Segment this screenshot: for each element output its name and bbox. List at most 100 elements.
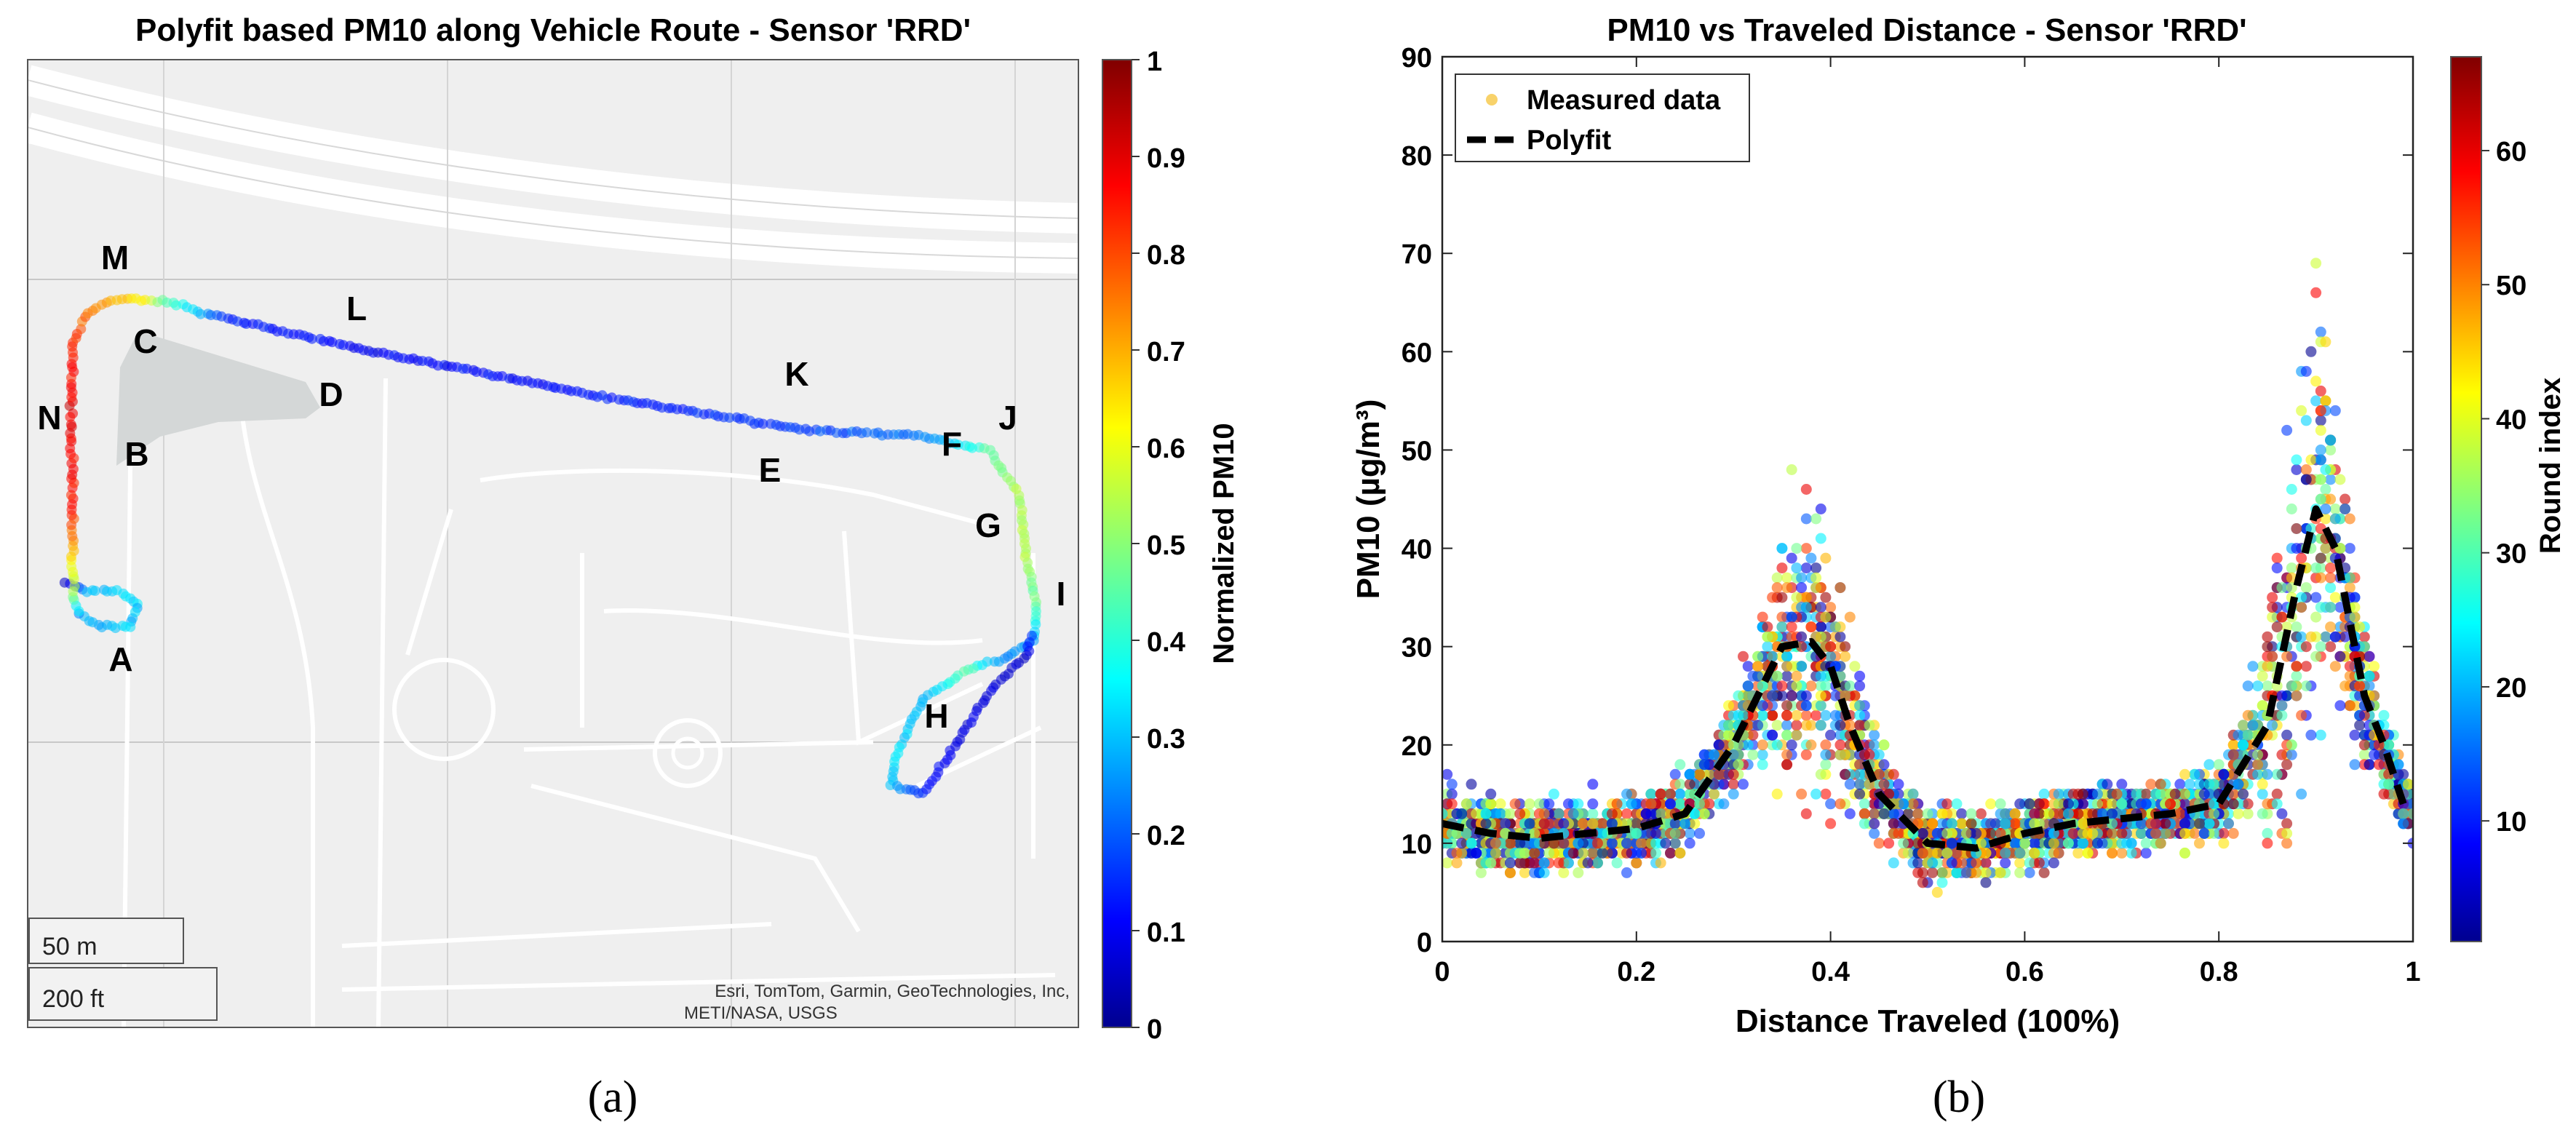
measured-point — [2296, 405, 2307, 416]
measured-point — [1975, 808, 1987, 819]
measured-point — [1674, 798, 1686, 810]
measured-point — [1791, 543, 1802, 554]
measured-point — [2262, 798, 2273, 810]
measured-point — [1514, 808, 1526, 819]
measured-point — [1791, 592, 1802, 603]
measured-point — [1829, 690, 1841, 701]
measured-point — [1674, 847, 1686, 859]
measured-point — [1820, 739, 1832, 751]
measured-point — [2354, 680, 2366, 692]
route-label-h: H — [924, 697, 948, 735]
measured-point — [1980, 857, 1992, 869]
measured-point — [2378, 709, 2390, 721]
round-colorbar-tick: 30 — [2496, 539, 2527, 570]
map-colorbar-tick: 1 — [1147, 47, 1162, 77]
measured-point — [2315, 552, 2326, 564]
measured-point — [1446, 779, 1458, 790]
measured-point — [1747, 749, 1759, 760]
measured-point — [1567, 847, 1579, 859]
route-label-g: G — [975, 506, 1001, 544]
measured-point — [1631, 857, 1642, 869]
measured-point — [2116, 847, 2128, 859]
measured-point — [2329, 592, 2341, 603]
measured-point — [2398, 818, 2409, 829]
x-tick-label: 0.6 — [2005, 957, 2044, 987]
measured-point — [1878, 759, 1890, 771]
measured-point — [1621, 837, 1632, 849]
measured-point — [2349, 729, 2361, 741]
measured-point — [1796, 661, 1808, 672]
measured-point — [1815, 504, 1826, 514]
measured-point — [1757, 749, 1768, 760]
measured-point — [2213, 759, 2225, 771]
measured-point — [1791, 709, 1802, 721]
measured-point — [1591, 857, 1603, 869]
measured-point — [1757, 611, 1768, 623]
measured-point — [2291, 661, 2302, 672]
measured-point — [1723, 700, 1734, 712]
measured-point — [1767, 729, 1778, 741]
measured-point — [1820, 788, 1832, 800]
measured-point — [1626, 798, 1637, 810]
measured-point — [1960, 827, 1972, 839]
round-colorbar: 10 20 30 40 50 60 Round index — [2450, 56, 2567, 942]
measured-point — [2286, 562, 2297, 574]
measured-point — [1800, 543, 1812, 554]
measured-point — [2398, 808, 2409, 819]
measured-point — [2179, 768, 2190, 780]
measured-point — [1529, 837, 1541, 849]
measured-point — [1674, 779, 1686, 790]
measured-point — [1587, 818, 1599, 829]
measured-point — [2024, 798, 2035, 810]
measured-point — [1640, 808, 1652, 819]
measured-point — [2325, 582, 2337, 594]
measured-point — [1742, 739, 1754, 751]
measured-point — [2329, 405, 2341, 416]
measured-point — [1927, 867, 1939, 878]
measured-point — [2296, 631, 2307, 642]
measured-point — [1538, 867, 1550, 878]
measured-point — [1859, 818, 1870, 829]
measured-point — [1485, 857, 1497, 869]
measured-point — [2369, 690, 2380, 701]
measured-point — [1956, 818, 1968, 829]
measured-point — [1844, 680, 1856, 692]
measured-point — [1873, 749, 1885, 760]
measured-point — [1815, 720, 1826, 731]
measured-point — [1995, 867, 2006, 878]
measured-point — [2344, 670, 2356, 682]
measured-point — [1728, 739, 1739, 751]
measured-point — [2194, 779, 2205, 790]
map-colorbar-tick: 0.1 — [1147, 918, 1185, 948]
measured-point — [1912, 837, 1924, 849]
route-label-m: M — [101, 239, 129, 276]
measured-point — [2174, 808, 2186, 819]
measured-point — [1965, 818, 1977, 829]
measured-point — [1776, 592, 1788, 603]
measured-point — [2131, 788, 2142, 800]
measured-point — [1951, 867, 1963, 878]
measured-point — [1645, 798, 1657, 810]
measured-point — [1965, 808, 1977, 819]
measured-point — [2276, 808, 2288, 819]
measured-point — [1767, 690, 1778, 701]
measured-point — [1815, 670, 1826, 682]
map-colorbar-tick: 0.3 — [1147, 724, 1185, 755]
measured-point — [1985, 798, 1997, 810]
measured-point — [1694, 798, 1705, 810]
measured-point — [1611, 857, 1623, 869]
measured-point — [1796, 582, 1808, 594]
measured-point — [1747, 709, 1759, 721]
measured-point — [1912, 857, 1924, 869]
measured-point — [2296, 788, 2307, 800]
measured-point — [2107, 798, 2118, 810]
measured-point — [2271, 798, 2283, 810]
measured-point — [2354, 709, 2366, 721]
measured-point — [2315, 602, 2326, 613]
measured-point — [1771, 582, 1783, 594]
measured-point — [2267, 650, 2278, 662]
measured-point — [2320, 631, 2331, 642]
measured-point — [1529, 827, 1541, 839]
measured-point — [2344, 572, 2356, 584]
